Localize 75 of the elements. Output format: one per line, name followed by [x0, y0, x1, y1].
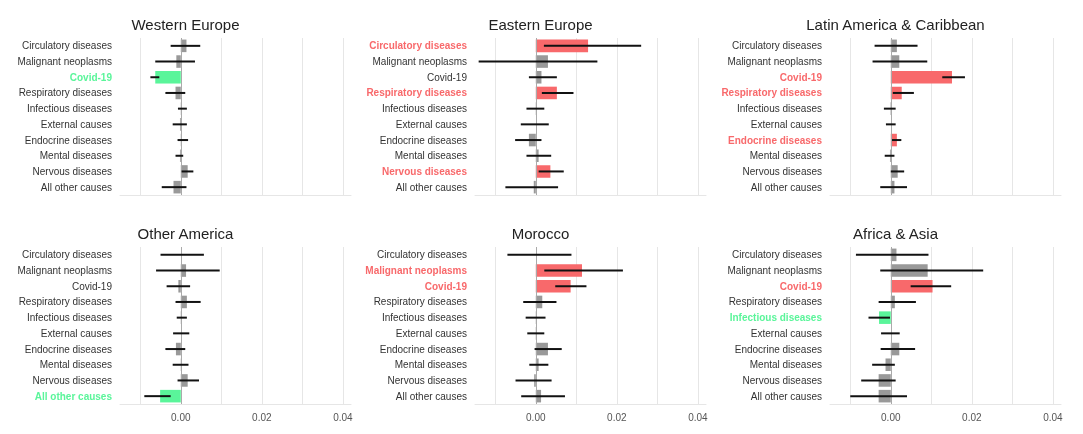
y-tick-label: All other causes — [40, 181, 112, 193]
chart-title: Africa & Asia — [852, 225, 939, 242]
y-tick-label: Nervous diseases — [32, 165, 112, 177]
x-tick-label: 0.02 — [607, 411, 628, 423]
y-tick-label: External causes — [750, 327, 822, 339]
y-tick-label: Nervous diseases — [387, 374, 467, 386]
y-tick-label: Mental diseases — [39, 359, 112, 371]
x-tick-label: 0.00 — [881, 411, 901, 423]
y-tick-label: Respiratory diseases — [373, 296, 467, 308]
y-tick-label: Mental diseases — [749, 359, 822, 371]
y-tick-label: Malignant neoplasms — [17, 56, 112, 68]
y-tick-label: Circulatory diseases — [369, 40, 468, 52]
chart-title: Eastern Europe — [488, 16, 593, 33]
y-tick-label: Endocrine diseases — [24, 134, 112, 146]
y-tick-label: Malignant neoplasms — [727, 265, 822, 277]
y-tick-label: All other causes — [750, 181, 822, 193]
y-tick-label: Mental diseases — [39, 150, 112, 162]
y-tick-label: Endocrine diseases — [379, 134, 467, 146]
y-tick-label: Circulatory diseases — [21, 249, 112, 261]
y-tick-label: Respiratory diseases — [721, 87, 823, 99]
y-tick-label: Malignant neoplasms — [372, 56, 467, 68]
y-tick-label: External causes — [40, 118, 112, 130]
y-tick-label: Nervous diseases — [742, 374, 822, 386]
y-tick-label: Respiratory diseases — [18, 296, 112, 308]
y-tick-label: Malignant neoplasms — [17, 265, 112, 277]
chart-title: Latin America & Caribbean — [806, 16, 985, 33]
y-tick-label: Covid-19 — [426, 71, 468, 83]
y-tick-label: Infectious diseases — [26, 312, 112, 324]
x-tick-label: 0.04 — [1043, 411, 1064, 423]
x-tick-label: 0.00 — [526, 411, 546, 423]
y-tick-label: External causes — [395, 327, 467, 339]
y-tick-label: Mental diseases — [394, 150, 467, 162]
y-tick-label: Endocrine diseases — [379, 343, 467, 355]
y-tick-label: Covid-19 — [424, 280, 468, 292]
y-tick-label: Nervous diseases — [381, 165, 468, 177]
y-tick-label: Circulatory diseases — [21, 40, 112, 52]
y-tick-label: Infectious diseases — [381, 103, 467, 115]
x-tick-label: 0.04 — [333, 411, 354, 423]
y-tick-label: Mental diseases — [749, 150, 822, 162]
y-tick-label: External causes — [750, 118, 822, 130]
y-tick-label: Covid-19 — [71, 280, 113, 292]
y-tick-label: Respiratory diseases — [728, 296, 822, 308]
y-tick-label: Endocrine diseases — [24, 343, 112, 355]
y-tick-label: Malignant neoplasms — [727, 56, 822, 68]
y-tick-label: Nervous diseases — [32, 374, 112, 386]
y-tick-label: Infectious diseases — [26, 103, 112, 115]
x-tick-label: 0.02 — [962, 411, 983, 423]
y-tick-label: Covid-19 — [779, 71, 823, 83]
chart-title: Western Europe — [131, 16, 240, 33]
y-tick-label: Circulatory diseases — [731, 40, 822, 52]
y-tick-label: Circulatory diseases — [376, 249, 467, 261]
y-tick-label: Infectious diseases — [381, 312, 467, 324]
chart-title: Other America — [137, 225, 235, 242]
y-tick-label: Nervous diseases — [742, 165, 822, 177]
x-tick-label: 0.04 — [688, 411, 709, 423]
y-tick-label: All other causes — [34, 390, 113, 402]
y-tick-label: Circulatory diseases — [731, 249, 822, 261]
y-tick-label: Covid-19 — [779, 280, 823, 292]
y-tick-label: Covid-19 — [69, 71, 113, 83]
y-tick-label: All other causes — [395, 181, 467, 193]
x-tick-label: 0.00 — [171, 411, 191, 423]
y-tick-label: Respiratory diseases — [18, 87, 112, 99]
y-tick-label: External causes — [40, 327, 112, 339]
y-tick-label: Malignant neoplasms — [365, 265, 468, 277]
y-tick-label: Mental diseases — [394, 359, 467, 371]
y-tick-label: All other causes — [750, 390, 822, 402]
y-tick-label: Respiratory diseases — [366, 87, 468, 99]
y-tick-label: External causes — [395, 118, 467, 130]
y-tick-label: Infectious diseases — [736, 103, 822, 115]
x-tick-label: 0.02 — [252, 411, 273, 423]
y-tick-label: Endocrine diseases — [734, 343, 822, 355]
chart-title: Morocco — [511, 225, 570, 242]
y-tick-label: Endocrine diseases — [728, 134, 823, 146]
y-tick-label: Infectious diseases — [729, 312, 823, 324]
y-tick-label: All other causes — [395, 390, 467, 402]
